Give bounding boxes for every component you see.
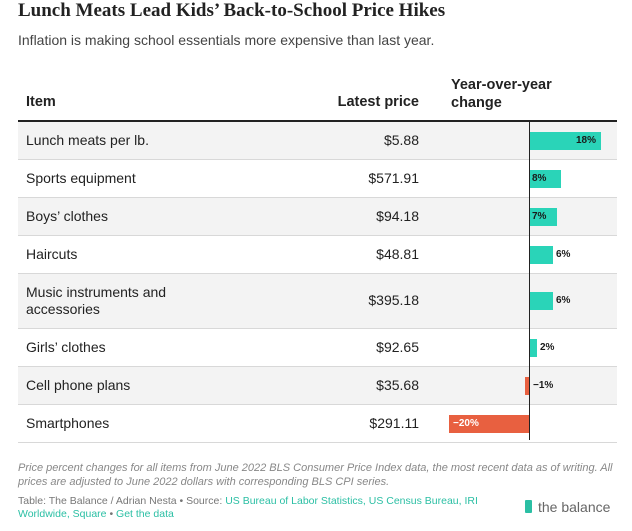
column-header-item: Item — [26, 94, 56, 110]
row-item-label: Music instruments and accessories — [26, 284, 167, 317]
row-price-value: $48.81 — [376, 245, 419, 262]
table-row: Boys’ clothes $94.18 7% — [18, 198, 617, 236]
row-item-label: Lunch meats per lb. — [26, 132, 149, 148]
yoy-bar-label: −1% — [533, 379, 554, 391]
row-price-value: $35.68 — [376, 376, 419, 393]
yoy-bar-label: −20% — [453, 417, 479, 429]
yoy-bar-label: 7% — [532, 210, 547, 222]
column-header-yoy-line1: Year-over-year — [451, 77, 552, 93]
brand-mark-icon — [525, 500, 532, 513]
source-line: Table: The Balance / Adrian Nesta • Sour… — [18, 495, 518, 521]
brand-name: the balance — [538, 499, 611, 515]
yoy-bar-label: 2% — [540, 341, 555, 353]
chart-title: Lunch Meats Lead Kids’ Back-to-School Pr… — [18, 0, 446, 21]
yoy-bar — [529, 207, 557, 226]
table-row: Smartphones $291.11 −20% — [18, 405, 617, 443]
row-item-label: Haircuts — [26, 246, 78, 262]
table-row: Sports equipment $571.91 8% — [18, 160, 617, 198]
yoy-bar — [449, 414, 529, 433]
row-price-value: $92.65 — [376, 338, 419, 355]
source-separator: • — [106, 508, 117, 520]
row-item-label: Smartphones — [26, 415, 110, 431]
chart-subtitle: Inflation is making school essentials mo… — [18, 32, 435, 48]
get-data-link[interactable]: Get the data — [116, 508, 174, 520]
row-price-value: $94.18 — [376, 207, 419, 224]
brand-logo: the balance — [525, 499, 610, 515]
header-rule — [18, 120, 617, 122]
table-row: Lunch meats per lb. $5.88 18% — [18, 122, 617, 160]
yoy-bar-label: 6% — [556, 248, 571, 260]
row-price-value: $395.18 — [368, 292, 419, 308]
column-header-yoy-line2: change — [451, 95, 502, 111]
footnote: Price percent changes for all items from… — [18, 462, 613, 488]
row-price-value: $5.88 — [383, 131, 419, 148]
column-header-yoy: Year-over-year change — [451, 76, 552, 112]
yoy-bar-label: 6% — [556, 295, 571, 306]
yoy-bar — [529, 292, 553, 310]
yoy-bar — [529, 169, 561, 188]
row-item-label: Cell phone plans — [26, 377, 131, 393]
table-row: Girls’ clothes $92.65 2% — [18, 329, 617, 367]
yoy-bar-label: 18% — [576, 134, 597, 146]
yoy-bar-label: 8% — [532, 172, 547, 184]
row-item-label: Sports equipment — [26, 170, 136, 186]
source-links[interactable]: US Bureau of Labor Statistics, US Census… — [18, 495, 478, 520]
yoy-bar — [525, 376, 529, 395]
table-body: Lunch meats per lb. $5.88 18% Sports equipm… — [18, 122, 617, 443]
table-row: Haircuts $48.81 6% — [18, 236, 617, 274]
row-price-value: $291.11 — [369, 414, 419, 431]
source-prefix: Table: The Balance / Adrian Nesta • Sour… — [18, 495, 226, 507]
row-item-label: Girls’ clothes — [26, 339, 106, 355]
table-row: Music instruments and accessories $395.18… — [18, 274, 617, 329]
table-row: Cell phone plans $35.68 −1% — [18, 367, 617, 405]
column-header-price: Latest price — [337, 94, 419, 110]
row-item-label: Boys’ clothes — [26, 208, 108, 224]
yoy-bar — [529, 245, 553, 264]
row-price-value: $571.91 — [368, 169, 419, 186]
yoy-bar — [529, 338, 537, 357]
yoy-bar — [529, 131, 601, 150]
zero-axis-line — [529, 122, 530, 440]
